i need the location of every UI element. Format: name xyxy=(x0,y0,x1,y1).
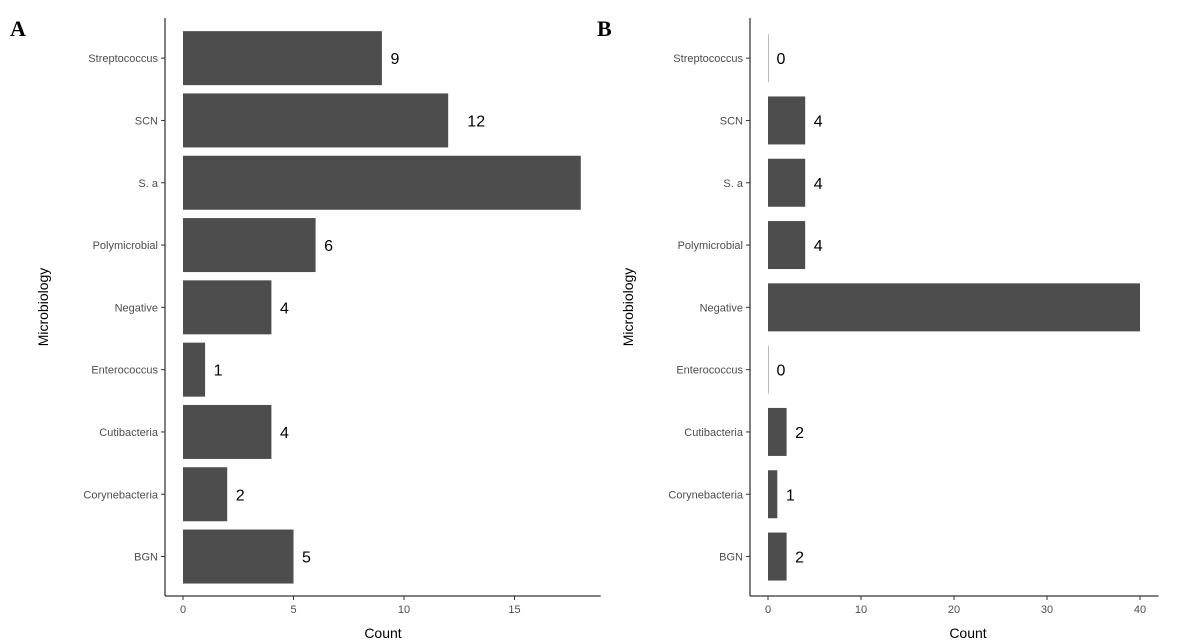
panel-a-category-label: Streptococcus xyxy=(88,53,158,65)
panel-b-y-axis-title: Microbiology xyxy=(620,268,636,347)
panel-b-x-axis-title: Count xyxy=(949,625,986,641)
panel-a-category-label: Enterococcus xyxy=(91,365,158,377)
panel-b-category-label: Corynebacteria xyxy=(668,489,743,501)
panel-b-data-label: 0 xyxy=(777,363,786,380)
panel-b-category-label: BGN xyxy=(719,552,743,564)
panel-a-x-tick-label: 10 xyxy=(398,604,410,616)
panel-a-category-label: Polymicrobial xyxy=(93,240,158,252)
panel-a-data-label: 5 xyxy=(302,550,311,567)
panel-a-data-label: 1 xyxy=(214,363,223,380)
panel-b-bar xyxy=(768,96,806,145)
panel-a-y-axis-title: Microbiology xyxy=(35,268,51,347)
panel-b-bar xyxy=(768,532,787,581)
panel-a-data-label: 4 xyxy=(280,300,289,317)
panel-a-category-label: BGN xyxy=(134,552,158,564)
panel-b-category-label: Enterococcus xyxy=(676,365,743,377)
panel-a-x-tick-label: 0 xyxy=(180,604,186,616)
panel-a-bar xyxy=(183,31,382,86)
panel-b-category-label: SCN xyxy=(720,115,743,127)
panel-a-data-label: 12 xyxy=(467,113,485,130)
panel-a-category-label: Corynebacteria xyxy=(83,489,158,501)
panel-b-letter: B xyxy=(597,16,612,41)
panel-b-bar xyxy=(768,470,778,519)
panel-b-x-tick-label: 10 xyxy=(855,604,867,616)
panel-a-data-label: 6 xyxy=(324,238,333,255)
panel-b: B Streptococcus 0 SCN 4 S. a 4 Polymicrobial 4 Ne… xyxy=(597,16,1159,641)
panel-b-x-tick-label: 30 xyxy=(1041,604,1053,616)
panel-b-bar xyxy=(768,221,806,270)
panel-b-x-tick-label: 40 xyxy=(1134,604,1146,616)
panel-b-data-label: 2 xyxy=(795,425,804,442)
panel-a-category-label: Cutibacteria xyxy=(99,427,159,439)
panel-a-data-label: 2 xyxy=(236,487,245,504)
panel-a-bar xyxy=(183,467,228,522)
panel-b-bar xyxy=(768,407,787,456)
panel-a-bar xyxy=(183,280,272,335)
panel-a-bar xyxy=(183,404,272,459)
panel-a-bar xyxy=(183,529,294,584)
panel-b-category-label: Polymicrobial xyxy=(678,240,743,252)
panel-b-bar xyxy=(768,158,806,207)
panel-b-data-label: 0 xyxy=(777,51,786,68)
panel-b-x-tick-label: 0 xyxy=(765,604,771,616)
panel-a-category-label: SCN xyxy=(135,115,158,127)
panel-a-x-tick-label: 15 xyxy=(508,604,520,616)
panel-a-x-axis-title: Count xyxy=(364,625,401,641)
panel-b-category-label: Cutibacteria xyxy=(684,427,744,439)
panel-a-bar xyxy=(183,218,316,273)
panel-b-x-tick-label: 20 xyxy=(948,604,960,616)
panel-b-data-label: 4 xyxy=(814,113,823,130)
panel-a-data-label: 9 xyxy=(390,51,399,68)
panel-a-bar xyxy=(183,342,206,397)
panel-a-category-label: S. a xyxy=(138,178,158,190)
panel-b-category-label: Streptococcus xyxy=(673,53,743,65)
panel-a-bar xyxy=(183,155,581,210)
panel-a-x-tick-label: 5 xyxy=(290,604,296,616)
panel-b-data-label: 1 xyxy=(786,487,795,504)
panel-b-data-label: 4 xyxy=(814,238,823,255)
panel-a-data-label: 4 xyxy=(280,425,289,442)
panel-b-data-label: 2 xyxy=(795,550,804,567)
panel-b-category-label: Negative xyxy=(700,302,743,314)
panel-a-category-label: Negative xyxy=(115,302,158,314)
panel-b-bar xyxy=(768,283,1140,332)
panel-a-bar xyxy=(183,93,449,148)
panel-b-data-label: 4 xyxy=(814,176,823,193)
panel-b-category-label: S. a xyxy=(723,178,743,190)
panel-a-letter: A xyxy=(10,16,26,41)
